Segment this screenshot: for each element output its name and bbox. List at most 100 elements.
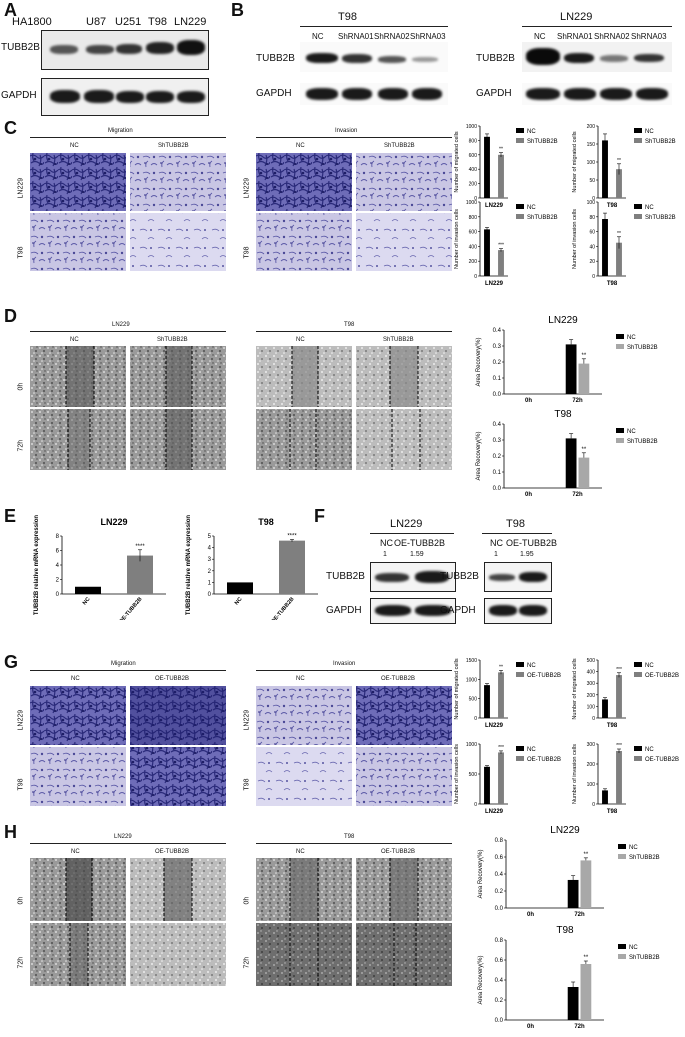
legend-label: OE-TUBB2B — [645, 757, 679, 763]
y-axis-label: TUBB2B relative mRNA expression — [186, 515, 192, 615]
y-tick-label: 6 — [56, 549, 60, 555]
bar — [580, 964, 592, 1020]
y-tick-label: 8 — [56, 534, 60, 540]
y-tick-label: 80 — [589, 215, 595, 221]
y-tick-label: 0 — [592, 196, 595, 202]
row-label-gapdh: GAPDH — [440, 605, 476, 616]
bar — [484, 229, 490, 276]
y-tick-label: 1000 — [466, 200, 477, 206]
y-tick-label: 0.3 — [493, 344, 502, 350]
y-tick-label: 1000 — [466, 124, 477, 130]
x-tick-label: OE-TUBB2B — [118, 596, 143, 620]
col-label: ShTUBB2B — [384, 143, 415, 149]
legend-swatch — [618, 954, 626, 959]
y-tick-label: 2 — [56, 578, 60, 584]
group-label-ln229: LN229 — [112, 322, 130, 328]
y-tick-label: 0.4 — [493, 328, 502, 334]
group-label-t98: T98 — [506, 518, 525, 530]
col-label: NC — [71, 676, 80, 682]
y-axis-label: Number of migrated cells — [572, 131, 578, 192]
group-underline — [30, 137, 226, 138]
bar — [127, 555, 153, 594]
y-tick-label: 0.4 — [493, 422, 502, 428]
legend-swatch — [516, 756, 524, 761]
col-label: NC — [296, 337, 305, 343]
legend-swatch — [634, 672, 642, 677]
row-label: T98 — [243, 778, 251, 791]
bar — [565, 438, 577, 488]
section-title-invasion: Invasion — [333, 661, 356, 667]
x-tick-label: NC — [234, 596, 244, 606]
bar — [602, 699, 608, 718]
bar-chart-mrna-ln229: LN229 0 2 4 6 8 TUBB2B relative mRNA expressio… — [34, 515, 166, 620]
legend-swatch — [634, 756, 642, 761]
y-tick-label: 0 — [474, 716, 477, 722]
row-label-tubb2b: TUBB2B — [326, 571, 365, 582]
col-label: OE-TUBB2B — [155, 676, 190, 682]
y-axis-label: Number of invasion cells — [572, 744, 578, 804]
chart-title: LN229 — [100, 517, 127, 527]
bar — [498, 752, 504, 804]
row-label-tubb2b: TUBB2B — [476, 53, 515, 64]
x-axis-label: LN229 — [485, 281, 504, 287]
x-tick-label: 72h — [574, 912, 585, 918]
row-label: 72h — [17, 439, 25, 452]
y-tick-label: 0.2 — [493, 360, 502, 366]
lane-label: NC — [534, 32, 546, 41]
y-axis-label: Number of migrated cells — [454, 131, 460, 192]
x-axis-label: T98 — [607, 809, 618, 815]
row-label: LN229 — [243, 177, 251, 199]
significance-marker: ** — [582, 447, 587, 453]
x-tick-label: 72h — [572, 398, 583, 404]
legend-label: NC — [645, 663, 654, 669]
bar-chart-wound-t98: T98 0.0 0.1 0.2 0.3 0.4 Area Recovery(%) 0h 72h *… — [476, 409, 658, 498]
lane-label: U251 — [115, 16, 142, 28]
y-tick-label: 150 — [587, 142, 596, 148]
bar — [567, 987, 579, 1020]
bar — [602, 790, 608, 804]
y-tick-label: 1500 — [466, 658, 477, 664]
significance-marker: ** — [499, 147, 503, 153]
lane-label: U87 — [86, 16, 107, 28]
legend-swatch — [516, 138, 524, 143]
legend-label: NC — [645, 747, 654, 753]
x-tick-label: 0h — [525, 492, 532, 498]
y-tick-label: 0.1 — [493, 376, 502, 382]
panel-label-a: A — [4, 0, 17, 20]
bar — [227, 582, 253, 594]
group-label-t98: T98 — [344, 834, 355, 840]
western-blot-tubb2b — [484, 562, 552, 592]
invasion-micrographs — [256, 153, 452, 271]
legend-label: OE-TUBB2B — [527, 673, 561, 679]
y-tick-label: 0 — [474, 196, 477, 202]
western-blot-gapdh — [522, 83, 672, 105]
y-tick-label: 100 — [587, 782, 596, 788]
y-tick-label: 100 — [587, 200, 596, 206]
y-tick-label: 0.6 — [495, 855, 504, 861]
y-tick-label: 5 — [208, 534, 212, 540]
group-label-ln229: LN229 — [390, 518, 423, 530]
bar — [616, 751, 622, 804]
legend-swatch — [516, 214, 524, 219]
y-tick-label: 400 — [587, 670, 596, 676]
row-label-gapdh: GAPDH — [1, 90, 37, 101]
row-label: 72h — [17, 956, 25, 969]
bar-chart-wound-t98-oe: T98 0.0 0.2 0.4 0.6 0.8 Area Recovery(%) 0h 72h *… — [478, 925, 660, 1030]
group-underline — [30, 843, 226, 844]
panel-label-e: E — [4, 506, 17, 526]
western-blot-gapdh — [370, 598, 456, 624]
western-blot-tubb2b — [370, 562, 456, 592]
wound-healing-micrographs-t98-oe — [256, 858, 452, 986]
y-tick-label: 200 — [469, 182, 478, 188]
legend-label: OE-TUBB2B — [527, 757, 561, 763]
y-tick-label: 50 — [589, 178, 595, 184]
panel-label-b: B — [231, 0, 244, 20]
y-axis-label: Area Recovery(%) — [478, 955, 484, 1004]
chart-title: T98 — [556, 925, 574, 936]
significance-marker: *** — [616, 743, 622, 749]
row-label: 0h — [243, 896, 251, 905]
y-tick-label: 200 — [587, 693, 596, 699]
bar — [484, 766, 490, 804]
panel-label-c: C — [4, 118, 17, 138]
lane-label: ShRNA01 — [338, 32, 374, 41]
